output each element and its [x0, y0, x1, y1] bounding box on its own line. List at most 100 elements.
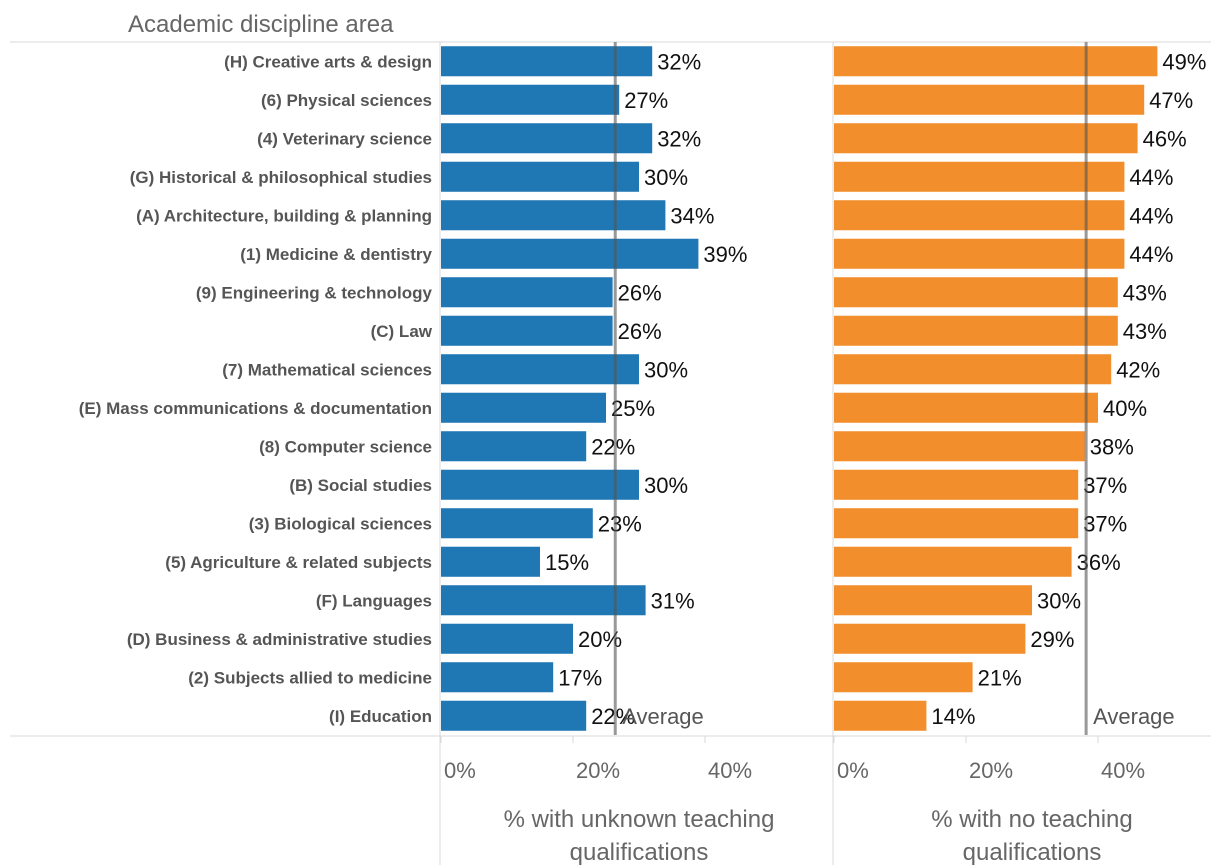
value-label: 26%: [618, 319, 662, 344]
bar: [834, 392, 1098, 423]
axis-title: % with no teaching: [931, 806, 1132, 833]
value-label: 30%: [1037, 588, 1081, 613]
chart-panels: 32%27%32%30%34%39%26%26%30%25%22%30%23%1…: [440, 42, 1206, 865]
row-label: (D) Business & administrative studies: [127, 630, 432, 649]
bar: [441, 46, 653, 77]
bar: [441, 469, 639, 500]
row-labels: (H) Creative arts & design (6) Physical s…: [79, 52, 433, 726]
x-tick-label: 0%: [444, 758, 476, 783]
bar: [834, 431, 1085, 462]
bar: [834, 238, 1125, 269]
value-label: 36%: [1077, 550, 1121, 575]
value-label: 44%: [1129, 242, 1173, 267]
bar: [834, 546, 1072, 577]
value-label: 40%: [1103, 396, 1147, 421]
bar: [834, 354, 1112, 385]
bar: [441, 277, 613, 308]
row-label: (E) Mass communications & documentation: [79, 399, 432, 418]
value-label: 34%: [670, 203, 714, 228]
value-label: 22%: [591, 434, 635, 459]
bar: [834, 315, 1118, 346]
value-label: 21%: [978, 665, 1022, 690]
bar: [441, 200, 666, 231]
bar: [441, 623, 573, 654]
value-label: 31%: [651, 588, 695, 613]
bar: [834, 200, 1125, 231]
x-tick-label: 0%: [837, 758, 869, 783]
row-label: (F) Languages: [316, 591, 432, 610]
value-label: 27%: [624, 88, 668, 113]
chart-frame: [10, 41, 1211, 865]
bar: [441, 700, 587, 731]
value-label: 49%: [1162, 49, 1206, 74]
axis-title: % with unknown teaching: [504, 806, 775, 833]
value-label: 30%: [644, 357, 688, 382]
value-label: 32%: [657, 49, 701, 74]
bar: [834, 700, 927, 731]
row-label: (3) Biological sciences: [249, 514, 432, 533]
row-label: (I) Education: [329, 707, 432, 726]
row-label: (G) Historical & philosophical studies: [130, 168, 432, 187]
value-label: 43%: [1123, 280, 1167, 305]
axis-title: qualifications: [570, 839, 709, 865]
x-tick-label: 20%: [576, 758, 620, 783]
bar: [834, 469, 1079, 500]
bar: [441, 123, 653, 154]
value-label: 22%: [591, 704, 635, 729]
bar: [441, 508, 593, 539]
row-label: (4) Veterinary science: [257, 129, 432, 148]
bar: [441, 392, 606, 423]
bar: [834, 585, 1032, 616]
bar: [441, 161, 639, 192]
value-label: 39%: [703, 242, 747, 267]
value-label: 23%: [598, 511, 642, 536]
value-label: 30%: [644, 165, 688, 190]
value-label: 26%: [618, 280, 662, 305]
value-label: 44%: [1129, 165, 1173, 190]
value-label: 32%: [657, 126, 701, 151]
value-label: 43%: [1123, 319, 1167, 344]
value-label: 37%: [1083, 473, 1127, 498]
bar: [834, 662, 973, 693]
row-label: (B) Social studies: [289, 476, 432, 495]
bar: [834, 277, 1118, 308]
axis-title: qualifications: [963, 839, 1102, 865]
value-label: 25%: [611, 396, 655, 421]
value-label: 29%: [1030, 627, 1074, 652]
bar: [441, 315, 613, 346]
bar: [441, 431, 587, 462]
row-label: (9) Engineering & technology: [196, 283, 433, 302]
bar: [441, 546, 540, 577]
row-label: (C) Law: [371, 322, 433, 341]
x-tick-label: 40%: [708, 758, 752, 783]
value-label: 30%: [644, 473, 688, 498]
bar: [441, 585, 646, 616]
bar: [834, 84, 1145, 115]
row-label: (6) Physical sciences: [261, 91, 432, 110]
value-label: 44%: [1129, 203, 1173, 228]
x-tick-label: 40%: [1101, 758, 1145, 783]
row-label: (2) Subjects allied to medicine: [188, 668, 432, 687]
average-label: Average: [1093, 704, 1175, 729]
bar: [834, 508, 1079, 539]
x-tick-label: 20%: [969, 758, 1013, 783]
value-label: 15%: [545, 550, 589, 575]
value-label: 14%: [931, 704, 975, 729]
bar: [834, 123, 1138, 154]
value-label: 42%: [1116, 357, 1160, 382]
row-label: (1) Medicine & dentistry: [240, 245, 432, 264]
bar: [441, 238, 699, 269]
row-label: (7) Mathematical sciences: [222, 360, 432, 379]
value-label: 37%: [1083, 511, 1127, 536]
value-label: 38%: [1090, 434, 1134, 459]
bar: [834, 161, 1125, 192]
panel-2: 49% 47% 46% 44% 44% 44% 43% 43% 42% 40% 38% 37% 37% 3…: [833, 42, 1206, 865]
row-label: (8) Computer science: [259, 437, 432, 456]
bar: [441, 662, 554, 693]
row-header: Academic discipline area: [128, 11, 394, 38]
row-label: (A) Architecture, building & planning: [136, 206, 432, 225]
row-label: (H) Creative arts & design: [224, 52, 432, 71]
value-label: 17%: [558, 665, 602, 690]
value-label: 46%: [1143, 126, 1187, 151]
